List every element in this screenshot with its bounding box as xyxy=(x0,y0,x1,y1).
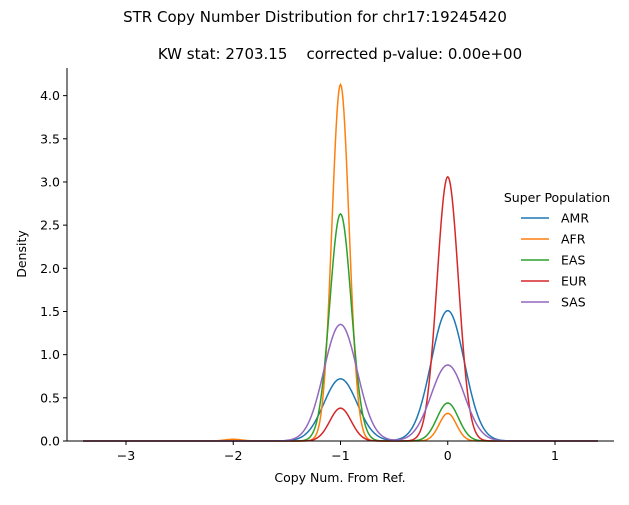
y-tick-label: 1.5 xyxy=(40,304,60,319)
y-tick-label: 2.5 xyxy=(40,218,60,233)
x-tick-label: −3 xyxy=(117,448,135,463)
chart-subtitle: KW stat: 2703.15 corrected p-value: 0.00… xyxy=(158,45,522,63)
y-tick-label: 0.0 xyxy=(40,434,60,449)
y-axis-label: Density xyxy=(14,230,29,278)
x-tick-label: −2 xyxy=(224,448,242,463)
legend-label-amr: AMR xyxy=(561,211,589,226)
y-tick-label: 3.0 xyxy=(40,174,60,189)
legend-title: Super Population xyxy=(504,190,610,205)
y-tick-label: 2.0 xyxy=(40,261,60,276)
legend: Super Population AMR AFR EAS EUR SAS xyxy=(504,190,610,310)
legend-label-sas: SAS xyxy=(561,295,586,310)
series-line-amr xyxy=(83,309,598,442)
series-line-eas xyxy=(83,212,598,442)
legend-label-afr: AFR xyxy=(561,232,586,247)
y-ticks: 0.0 0.5 1.0 1.5 2.0 2.5 3.0 3.5 4.0 xyxy=(40,88,67,449)
y-tick-label: 4.0 xyxy=(40,88,60,103)
x-tick-label: 0 xyxy=(444,448,452,463)
x-tick-label: −1 xyxy=(331,448,349,463)
y-tick-label: 0.5 xyxy=(40,390,60,405)
legend-label-eas: EAS xyxy=(561,253,585,268)
x-ticks: −3 −2 −1 0 1 xyxy=(117,441,559,463)
plot-area xyxy=(83,82,598,442)
series-line-sas xyxy=(83,323,598,442)
x-tick-label: 1 xyxy=(551,448,559,463)
series-line-eur xyxy=(83,175,598,442)
y-tick-label: 1.0 xyxy=(40,347,60,362)
legend-label-eur: EUR xyxy=(561,274,587,289)
x-axis-label: Copy Num. From Ref. xyxy=(274,470,405,485)
chart-title: STR Copy Number Distribution for chr17:1… xyxy=(123,8,507,26)
series-line-afr xyxy=(83,82,598,442)
y-tick-label: 3.5 xyxy=(40,131,60,146)
